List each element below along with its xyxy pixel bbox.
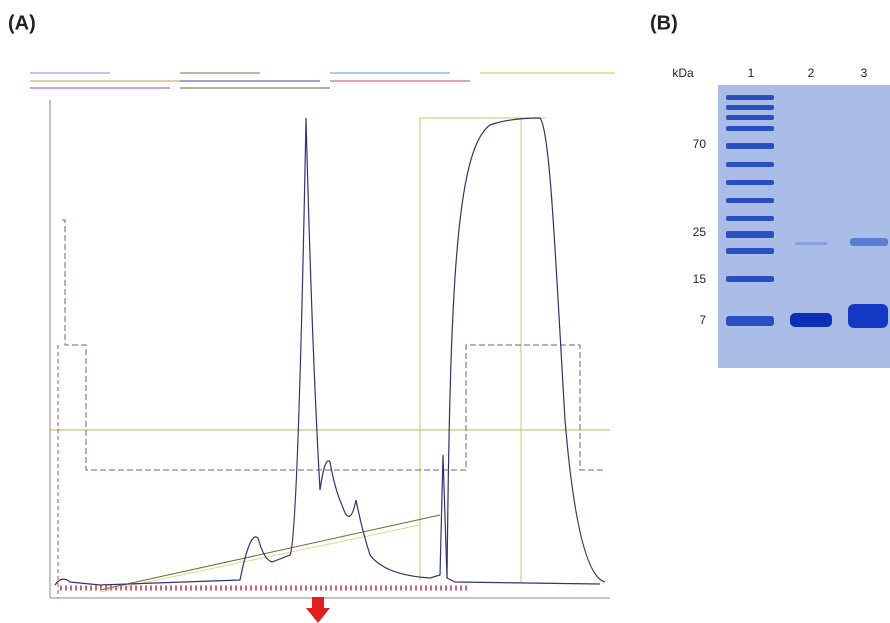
marker-label: 15: [693, 272, 707, 286]
marker-label: 25: [693, 225, 707, 239]
legend: [30, 73, 615, 88]
band: [726, 276, 774, 282]
page: {"panels": [{"label": "(A)"}, {"label": …: [0, 0, 890, 623]
band: [726, 216, 774, 221]
band: [795, 242, 827, 245]
band: [726, 143, 774, 149]
lane-label: 1: [748, 66, 755, 80]
trace-line: [62, 220, 605, 470]
lane-label: 3: [861, 66, 868, 80]
band: [726, 95, 774, 100]
trace-line: [447, 118, 605, 582]
band: [790, 313, 832, 327]
gel: [718, 85, 890, 368]
trace-line: [100, 515, 440, 590]
band: [848, 304, 888, 328]
band: [850, 238, 888, 246]
band: [726, 180, 774, 185]
arrow: [306, 597, 330, 623]
band: [726, 198, 774, 203]
figure: (A) (B) kDa 1 2 3 70 25 15 7: [0, 0, 890, 623]
unit-label: kDa: [672, 66, 694, 80]
chromatogram: [30, 73, 615, 623]
band: [726, 316, 774, 326]
marker-label: 70: [693, 137, 707, 151]
band: [726, 248, 774, 254]
band: [726, 126, 774, 131]
panel-label: (A): [8, 12, 36, 34]
panel-label: (B): [650, 12, 678, 34]
band: [726, 105, 774, 110]
trace-line: [55, 118, 600, 585]
band: [726, 231, 774, 238]
band: [726, 115, 774, 120]
band: [726, 162, 774, 167]
marker-label: 7: [699, 313, 706, 327]
trace-line: [100, 525, 420, 592]
lane-label: 2: [808, 66, 815, 80]
trace-line: [420, 118, 545, 582]
